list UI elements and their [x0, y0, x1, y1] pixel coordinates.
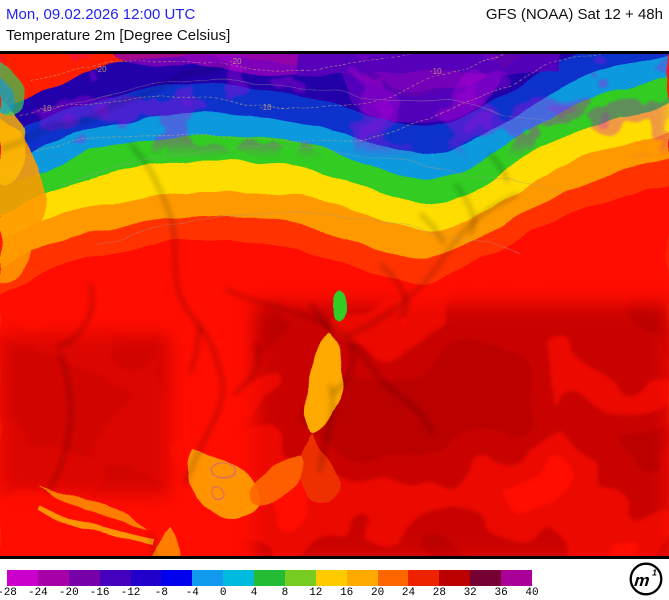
svg-text:m: m	[634, 571, 651, 590]
svg-text:-10: -10	[260, 103, 272, 112]
svg-text:1: 1	[652, 568, 657, 578]
svg-text:-20: -20	[95, 65, 107, 74]
svg-text:-20: -20	[230, 57, 242, 66]
svg-text:-10: -10	[430, 67, 442, 76]
